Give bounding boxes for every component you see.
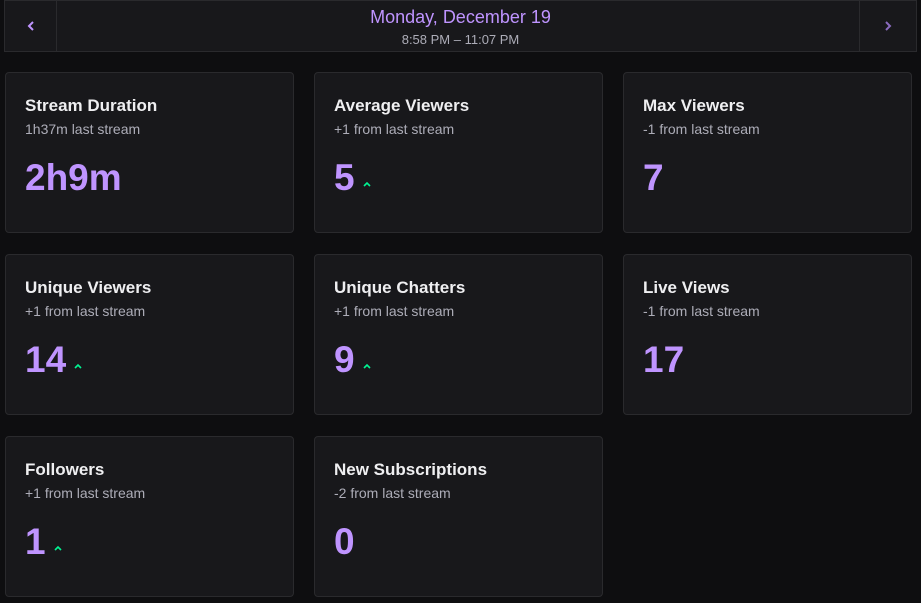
card-subtitle: -2 from last stream bbox=[334, 485, 451, 501]
trend-up-icon bbox=[363, 181, 371, 187]
value-row: 17 bbox=[643, 339, 892, 381]
card-value: 17 bbox=[643, 339, 685, 380]
chevron-left bbox=[27, 21, 34, 31]
date-header: Monday, December 19 8:58 PM – 11:07 PM bbox=[4, 0, 917, 52]
card-value: 14 bbox=[25, 339, 67, 380]
card-subtitle: +1 from last stream bbox=[25, 303, 146, 319]
value-row: 0 bbox=[334, 521, 583, 563]
card-value: 0 bbox=[334, 521, 355, 562]
card-value: 7 bbox=[643, 157, 664, 198]
card-title: Unique Viewers bbox=[25, 278, 152, 297]
stat-card: Average Viewers +1 from last stream 5 bbox=[314, 72, 603, 233]
card-title: Live Views bbox=[643, 278, 730, 297]
value-row: 14 bbox=[25, 339, 274, 381]
card-subtitle: -1 from last stream bbox=[643, 303, 760, 319]
chevron-right bbox=[885, 21, 892, 31]
card-subtitle: +1 from last stream bbox=[25, 485, 146, 501]
stat-card: Max Viewers -1 from last stream 7 bbox=[623, 72, 912, 233]
next-button[interactable] bbox=[859, 1, 916, 51]
stats-grid: Stream Duration 1h37m last stream 2h9m Aver… bbox=[5, 72, 912, 597]
header-subtitle: 8:58 PM – 11:07 PM bbox=[401, 32, 520, 47]
stat-card: Stream Duration 1h37m last stream 2h9m bbox=[5, 72, 294, 233]
card-value: 1 bbox=[25, 521, 46, 562]
card-title: Unique Chatters bbox=[334, 278, 466, 297]
trend-up-icon bbox=[74, 363, 82, 369]
stat-card: New Subscriptions -2 from last stream 0 bbox=[314, 436, 603, 597]
card-value: 2h9m bbox=[25, 157, 122, 198]
card-value: 9 bbox=[334, 339, 355, 380]
card-title: Average Viewers bbox=[334, 96, 470, 115]
header-title: Monday, December 19 bbox=[370, 7, 551, 27]
card-title: Stream Duration bbox=[25, 96, 158, 115]
value-row: 2h9m bbox=[25, 157, 274, 199]
stat-card: Followers +1 from last stream 1 bbox=[5, 436, 294, 597]
card-subtitle: +1 from last stream bbox=[334, 303, 455, 319]
card-subtitle: -1 from last stream bbox=[643, 121, 760, 137]
card-title: New Subscriptions bbox=[334, 460, 488, 479]
card-subtitle: +1 from last stream bbox=[334, 121, 455, 137]
card-value: 5 bbox=[334, 157, 355, 198]
card-title: Followers bbox=[25, 460, 105, 479]
value-row: 5 bbox=[334, 157, 583, 199]
value-row: 9 bbox=[334, 339, 583, 381]
value-row: 7 bbox=[643, 157, 892, 199]
trend-up-icon bbox=[363, 363, 371, 369]
stat-card: Unique Viewers +1 from last stream 14 bbox=[5, 254, 294, 415]
card-title: Max Viewers bbox=[643, 96, 745, 115]
card-subtitle: 1h37m last stream bbox=[25, 121, 141, 137]
previous-button[interactable] bbox=[5, 1, 57, 51]
value-row: 1 bbox=[25, 521, 274, 563]
stat-card: Live Views -1 from last stream 17 bbox=[623, 254, 912, 415]
stat-card: Unique Chatters +1 from last stream 9 bbox=[314, 254, 603, 415]
trend-up-icon bbox=[54, 545, 62, 551]
